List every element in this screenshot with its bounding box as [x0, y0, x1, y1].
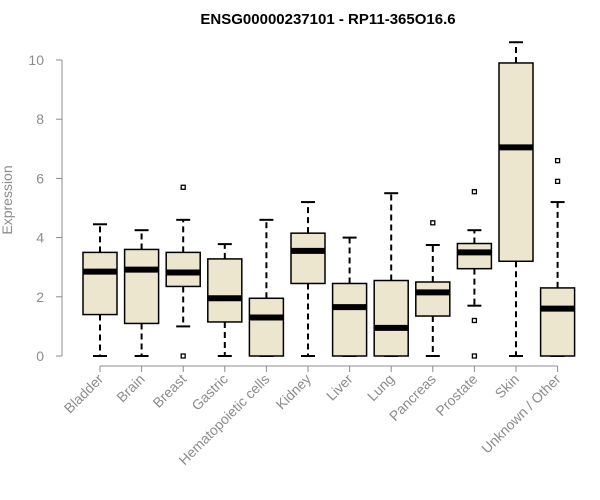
box-bladder [82, 223, 118, 357]
y-tick-label: 4 [36, 230, 44, 246]
box-body [165, 251, 201, 288]
box-unknown-other [539, 157, 576, 357]
box-body [82, 251, 118, 316]
box-liver [331, 236, 368, 357]
box-gastric [207, 243, 243, 357]
y-tick-label: 10 [28, 52, 44, 68]
outlier-point [554, 157, 561, 164]
x-tick-label: Brain [113, 371, 147, 405]
box-body [248, 297, 285, 357]
box-skin [498, 41, 534, 357]
outlier-point [471, 317, 478, 324]
x-tick-label: Skin [492, 371, 523, 402]
outlier-point [471, 353, 478, 359]
x-tick-label: Breast [149, 371, 189, 411]
y-tick-label: 6 [36, 170, 44, 186]
box-breast [165, 184, 201, 359]
box-body [123, 248, 160, 325]
y-axis-ticks: 0 2 4 6 8 10 [28, 52, 62, 364]
outlier-point [180, 184, 186, 190]
x-tick-label: Prostate [432, 371, 480, 419]
outlier-point [180, 353, 186, 359]
box-body [539, 287, 576, 357]
box-prostate [456, 189, 493, 359]
box-body [456, 242, 493, 270]
box-hematopoietic-cells [248, 218, 285, 357]
box-lung [373, 192, 409, 357]
box-pancreas [415, 220, 451, 357]
x-tick-label: Unknown / Other [478, 371, 564, 457]
y-axis-title: Expression [0, 165, 15, 234]
box-brain [123, 229, 160, 357]
box-body [290, 232, 326, 285]
box-body [207, 258, 243, 323]
box-kidney [290, 201, 326, 357]
outlier-point [554, 178, 561, 185]
box-body [415, 281, 451, 317]
y-tick-label: 8 [36, 111, 44, 127]
box-body [498, 62, 534, 263]
outlier-point [430, 220, 436, 226]
x-tick-label: Bladder [61, 371, 107, 417]
x-tick-label: Lung [364, 371, 397, 404]
x-tick-label: Kidney [273, 371, 315, 413]
y-tick-label: 2 [36, 289, 44, 305]
box-body [331, 282, 368, 357]
outlier-point [471, 189, 478, 195]
box-body [373, 279, 409, 357]
boxes-group [82, 41, 576, 359]
chart-title: ENSG00000237101 - RP11-365O16.6 [200, 11, 455, 28]
y-tick-label: 0 [36, 348, 44, 364]
x-tick-label: Liver [323, 371, 356, 404]
